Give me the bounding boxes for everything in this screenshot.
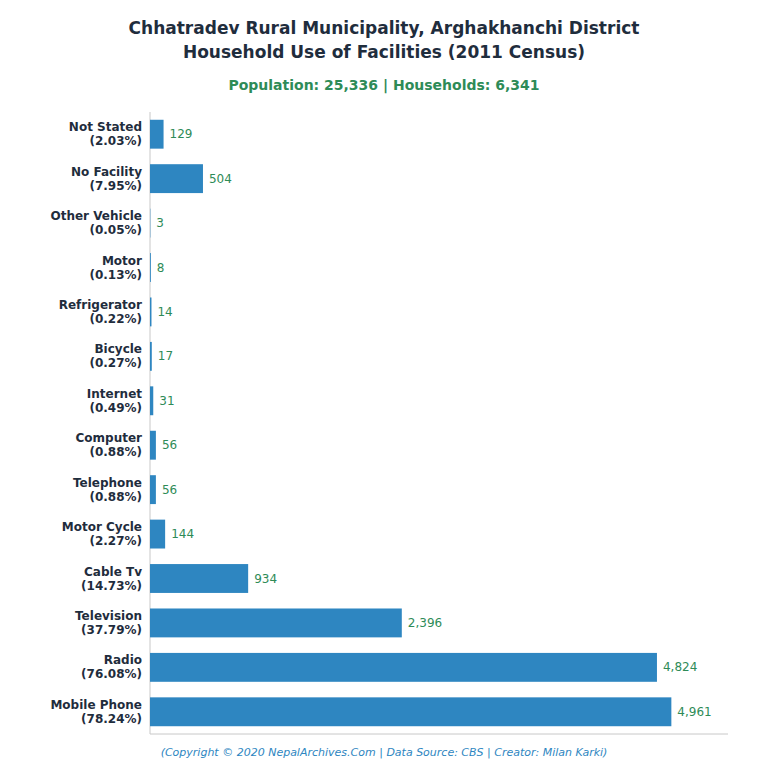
data-label: 17 <box>158 349 173 363</box>
chart: Chhatradev Rural Municipality, Arghakhan… <box>0 0 768 768</box>
data-label: 504 <box>209 172 232 186</box>
bar <box>150 431 156 460</box>
bar <box>150 564 248 593</box>
data-label: 8 <box>157 261 165 275</box>
data-label: 14 <box>157 305 172 319</box>
category-label: Not Stated(2.03%) <box>69 120 142 148</box>
data-label: 2,396 <box>408 616 442 630</box>
data-label: 56 <box>162 483 177 497</box>
bars <box>150 120 671 726</box>
category-label: Motor Cycle(2.27%) <box>62 520 142 548</box>
annotation: (Copyright © 2020 NepalArchives.Com | Da… <box>161 746 608 759</box>
data-label: 934 <box>254 572 277 586</box>
subtitle: Population: 25,336 | Households: 6,341 <box>228 77 539 94</box>
category-label: Motor(0.13%) <box>89 254 142 282</box>
category-label: Internet(0.49%) <box>87 387 142 415</box>
bar <box>150 386 153 415</box>
data-label: 129 <box>170 127 193 141</box>
labels: 129 Not Stated(2.03%) 504 No Facility(7.95%… <box>50 120 711 726</box>
bar <box>150 120 164 149</box>
category-label: Bicycle(0.27%) <box>89 342 142 370</box>
bar <box>150 520 165 549</box>
data-label: 31 <box>159 394 174 408</box>
category-label: No Facility(7.95%) <box>71 165 142 193</box>
data-label: 144 <box>171 527 194 541</box>
x-axis-line <box>150 734 728 735</box>
bar <box>150 342 152 371</box>
bar <box>150 475 156 504</box>
bar <box>150 653 657 682</box>
background <box>0 0 768 768</box>
category-label: Mobile Phone(78.24%) <box>50 698 142 726</box>
bar <box>150 608 402 637</box>
data-label: 3 <box>156 216 164 230</box>
category-label: Refrigerator(0.22%) <box>59 298 142 326</box>
title: Chhatradev Rural Municipality, Arghakhan… <box>129 18 640 62</box>
data-label: 4,824 <box>663 660 697 674</box>
category-label: Television(37.79%) <box>75 609 142 637</box>
category-label: Computer(0.88%) <box>76 431 143 459</box>
category-label: Telephone(0.88%) <box>73 476 142 504</box>
category-label: Radio(76.08%) <box>81 653 142 681</box>
data-label: 4,961 <box>677 705 711 719</box>
bar <box>150 209 151 238</box>
category-label: Other Vehicle(0.05%) <box>50 209 142 237</box>
data-label: 56 <box>162 438 177 452</box>
y-axis-line <box>150 112 151 734</box>
category-label: Cable Tv(14.73%) <box>81 565 142 593</box>
bar <box>150 297 151 326</box>
bar <box>150 164 203 193</box>
bar <box>150 253 151 282</box>
bar <box>150 697 671 726</box>
